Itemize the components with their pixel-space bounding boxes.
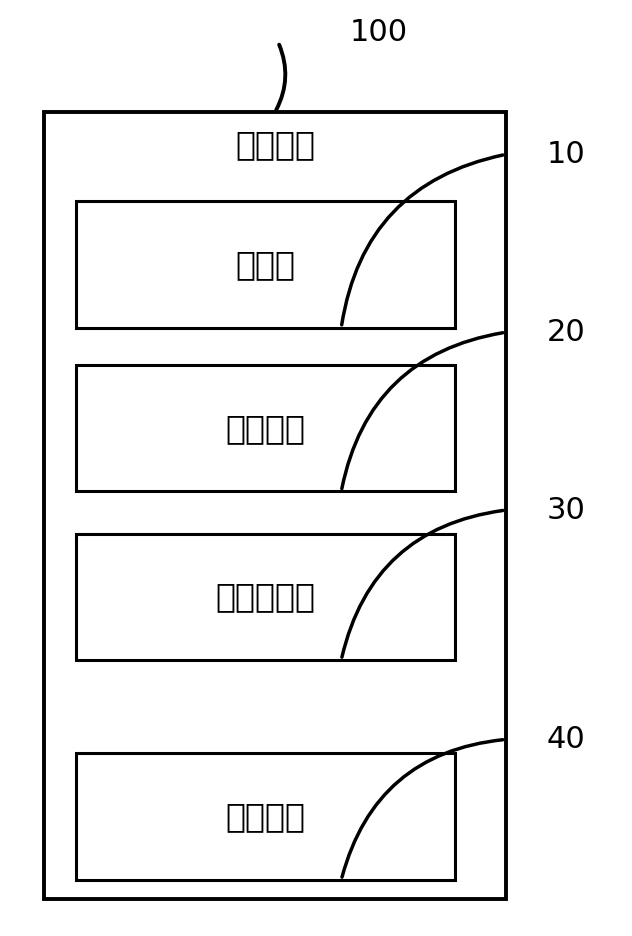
- FancyArrowPatch shape: [342, 510, 503, 657]
- FancyArrowPatch shape: [342, 155, 503, 325]
- Bar: [76, 534, 455, 660]
- Text: 10: 10: [546, 140, 585, 168]
- Text: 20: 20: [546, 318, 585, 346]
- Text: 存储单元: 存储单元: [226, 800, 305, 833]
- Bar: [76, 365, 455, 491]
- Bar: [44, 112, 506, 899]
- Text: 处理器: 处理器: [236, 248, 295, 281]
- FancyArrowPatch shape: [342, 739, 503, 877]
- FancyArrowPatch shape: [342, 332, 503, 489]
- Text: 100: 100: [350, 19, 408, 47]
- Text: 40: 40: [546, 725, 585, 753]
- Text: 射频单元: 射频单元: [226, 412, 305, 445]
- Text: 用户识别卡: 用户识别卡: [216, 580, 315, 613]
- Bar: [76, 753, 455, 880]
- FancyArrowPatch shape: [276, 45, 285, 110]
- Bar: [76, 201, 455, 328]
- Text: 终端模块: 终端模块: [235, 128, 315, 162]
- Text: 30: 30: [546, 496, 585, 524]
